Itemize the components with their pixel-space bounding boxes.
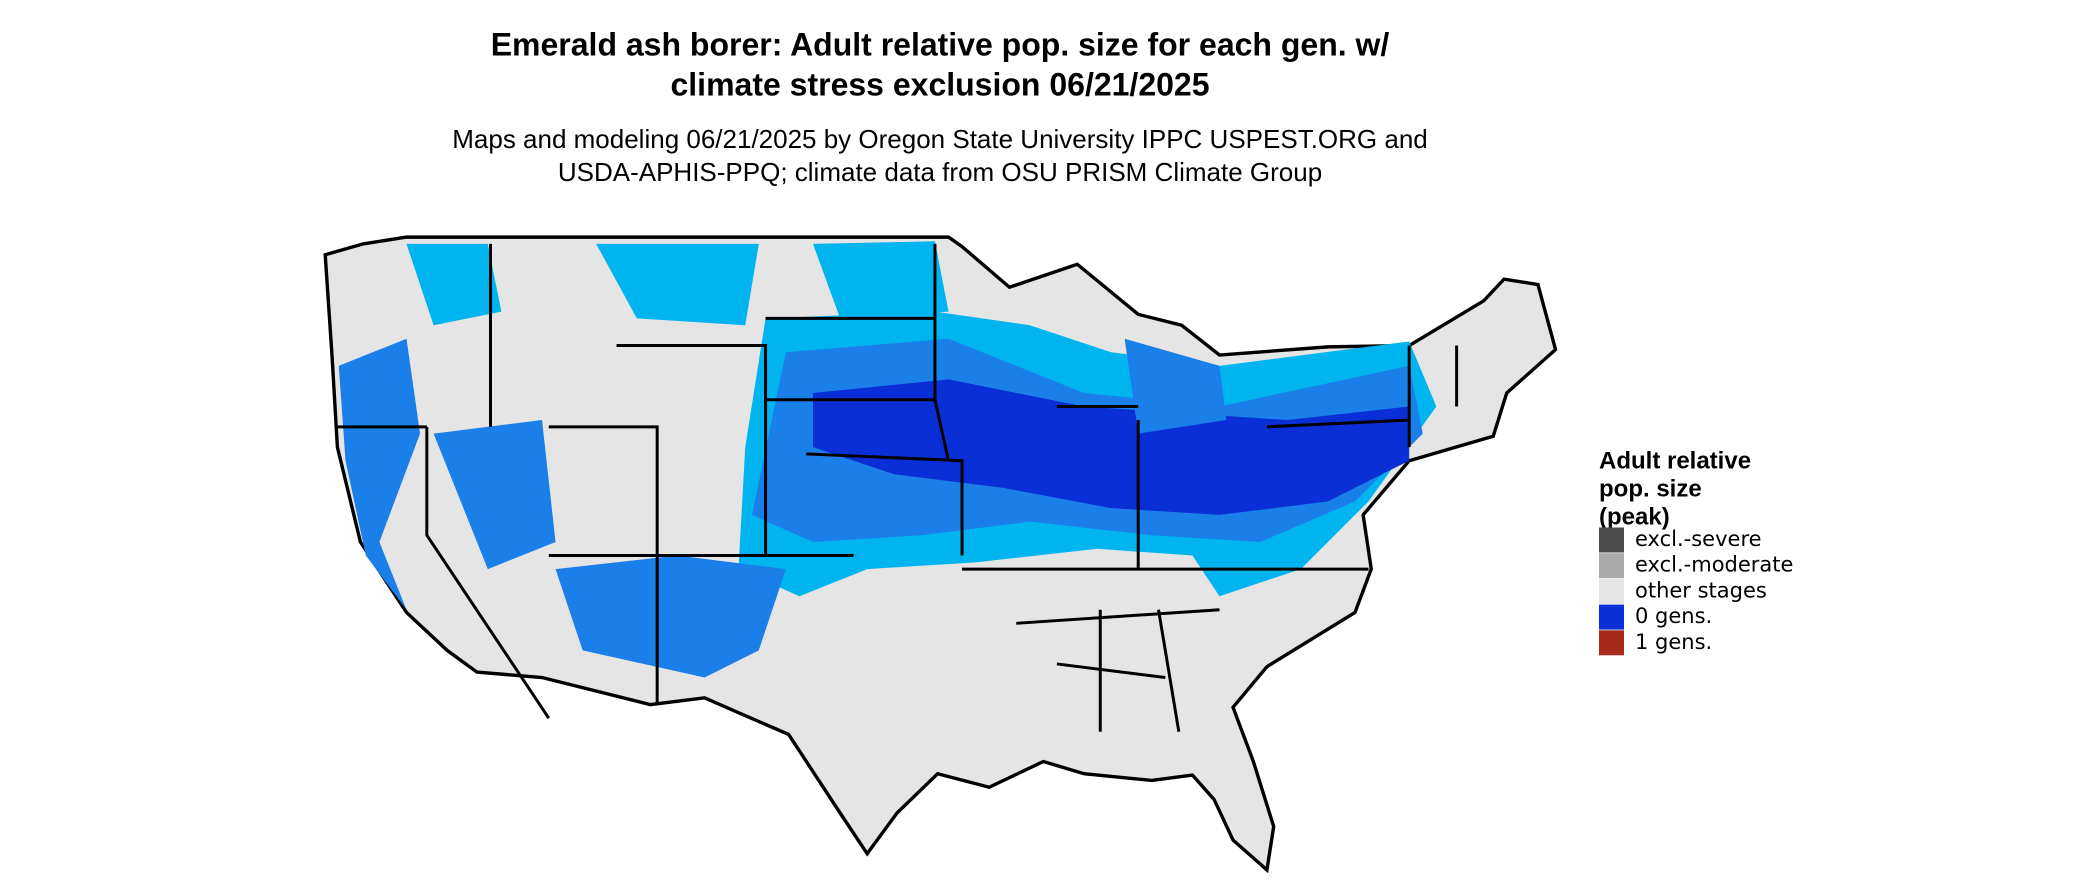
- title: Emerald ash borer: Adult relative pop. s…: [491, 26, 1390, 62]
- legend-label: other stages: [1635, 578, 1767, 602]
- state-borders: [336, 243, 1459, 732]
- legend-title: Adult relative: [1599, 447, 1751, 474]
- title: climate stress exclusion 06/21/2025: [670, 66, 1209, 102]
- legend-swatch: [1599, 553, 1624, 579]
- legend-title: pop. size: [1599, 475, 1702, 502]
- subtitle: USDA-APHIS-PPQ; climate data from OSU PR…: [558, 157, 1322, 187]
- map: [323, 235, 1558, 874]
- legend-label: excl.-moderate: [1635, 553, 1793, 577]
- legend-label: excl.-severe: [1635, 527, 1762, 551]
- population-shading: [338, 241, 1437, 678]
- subtitle: Maps and modeling 06/21/2025 by Oregon S…: [452, 124, 1428, 154]
- legend-swatch: [1599, 578, 1624, 604]
- legend-swatch: [1599, 630, 1624, 656]
- heading: Emerald ash borer: Adult relative pop. s…: [452, 26, 1428, 186]
- legend-swatch: [1599, 527, 1624, 553]
- legend-label: 1 gens.: [1635, 630, 1712, 654]
- legend-swatch: [1599, 604, 1624, 630]
- legend-title: (peak): [1599, 503, 1670, 530]
- legend-label: 0 gens.: [1635, 604, 1712, 628]
